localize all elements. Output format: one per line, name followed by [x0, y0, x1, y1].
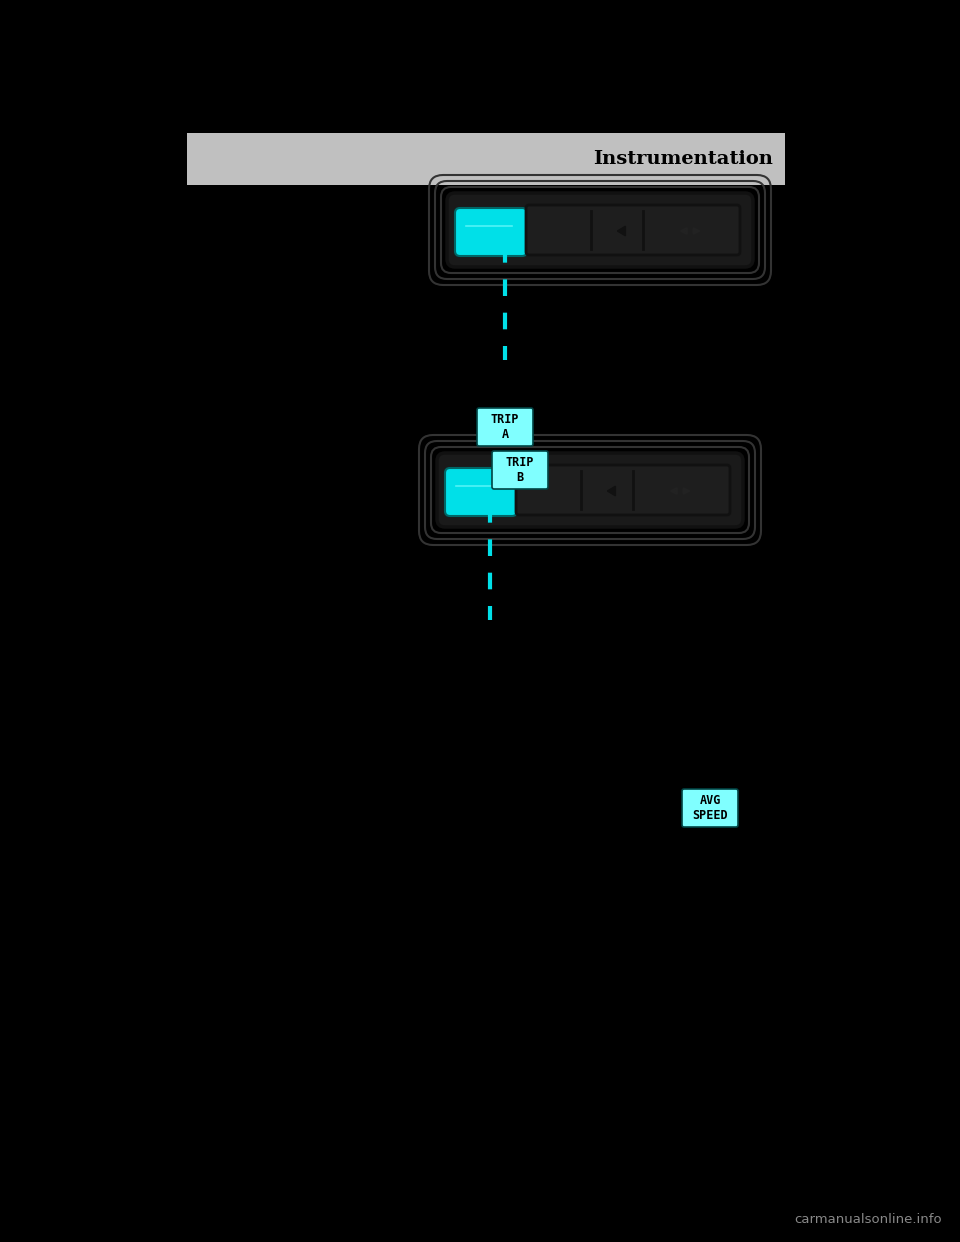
- FancyBboxPatch shape: [477, 409, 533, 446]
- FancyBboxPatch shape: [445, 468, 517, 515]
- Bar: [187, 133, 785, 185]
- Text: TRIP
B: TRIP B: [506, 456, 535, 484]
- Text: Instrumentation: Instrumentation: [593, 150, 773, 168]
- FancyBboxPatch shape: [455, 207, 527, 256]
- FancyBboxPatch shape: [516, 465, 730, 515]
- Polygon shape: [608, 486, 615, 496]
- Text: TRIP
A: TRIP A: [491, 414, 519, 441]
- Text: AVG
SPEED: AVG SPEED: [692, 794, 728, 822]
- FancyBboxPatch shape: [447, 193, 753, 267]
- Text: carmanualsonline.info: carmanualsonline.info: [794, 1213, 942, 1226]
- Polygon shape: [617, 226, 625, 236]
- FancyBboxPatch shape: [526, 205, 740, 255]
- FancyBboxPatch shape: [437, 453, 743, 527]
- FancyBboxPatch shape: [682, 789, 738, 827]
- FancyBboxPatch shape: [492, 451, 548, 489]
